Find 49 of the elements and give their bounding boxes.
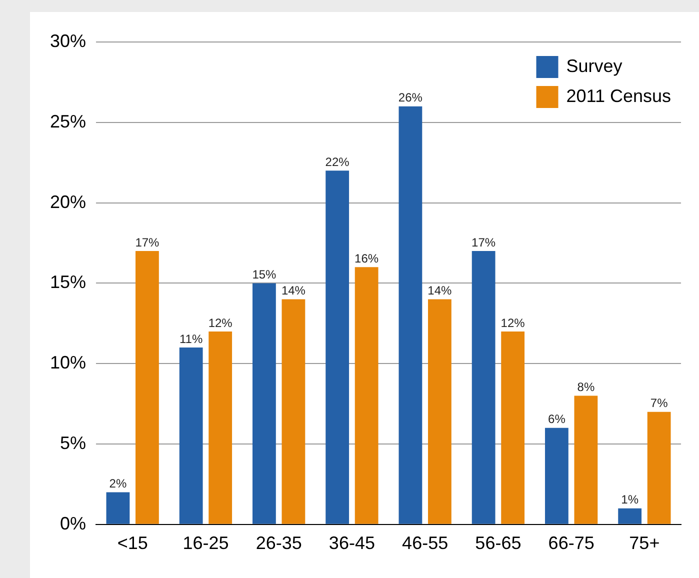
x-tick-label: 46-55	[402, 533, 448, 554]
x-tick-label: 16-25	[182, 533, 229, 554]
x-tick-label: 56-65	[475, 533, 522, 554]
bar	[136, 251, 159, 524]
bar	[354, 267, 378, 524]
y-tick-label: 15%	[50, 272, 86, 292]
data-label: 14%	[281, 284, 306, 298]
data-label: 17%	[472, 235, 496, 250]
data-label: 6%	[548, 412, 566, 426]
bar	[106, 492, 130, 524]
bar	[428, 299, 452, 524]
data-label: 14%	[428, 284, 452, 298]
bar	[544, 428, 568, 524]
bar	[574, 396, 598, 524]
bar	[472, 251, 496, 524]
x-tick-label: 66-75	[548, 533, 594, 554]
data-label: 16%	[354, 251, 379, 266]
x-tick-label: 26-35	[256, 533, 302, 554]
y-tick-label: 10%	[50, 352, 86, 373]
y-tick-label: 30%	[50, 30, 86, 51]
data-label: 11%	[180, 332, 203, 346]
data-label: 15%	[252, 268, 277, 282]
data-label: 12%	[208, 316, 233, 330]
data-label: 8%	[577, 380, 595, 394]
y-tick-label: 25%	[50, 111, 86, 132]
bar	[501, 331, 525, 524]
bar	[618, 508, 642, 524]
data-label: 17%	[135, 235, 160, 250]
y-tick-label: 0%	[60, 513, 86, 534]
bar	[647, 412, 671, 524]
data-label: 22%	[325, 154, 350, 169]
data-label: 1%	[621, 492, 639, 507]
legend-label: Survey	[566, 56, 622, 76]
x-tick-label: <15	[117, 533, 148, 554]
y-tick-label: 20%	[50, 192, 86, 212]
bar	[398, 106, 422, 524]
x-tick-label: 36-45	[328, 533, 375, 554]
bar	[326, 170, 350, 524]
data-label: 12%	[500, 316, 526, 330]
legend-label: 2011 Census	[566, 86, 672, 106]
data-label: 2%	[109, 476, 127, 491]
data-label: 26%	[398, 90, 423, 105]
bar	[252, 283, 276, 524]
data-label: 7%	[650, 396, 668, 410]
bar	[179, 348, 203, 524]
bar	[282, 299, 306, 524]
x-tick-label: 75+	[629, 533, 660, 554]
bar	[208, 331, 232, 524]
y-tick-label: 5%	[60, 432, 86, 453]
